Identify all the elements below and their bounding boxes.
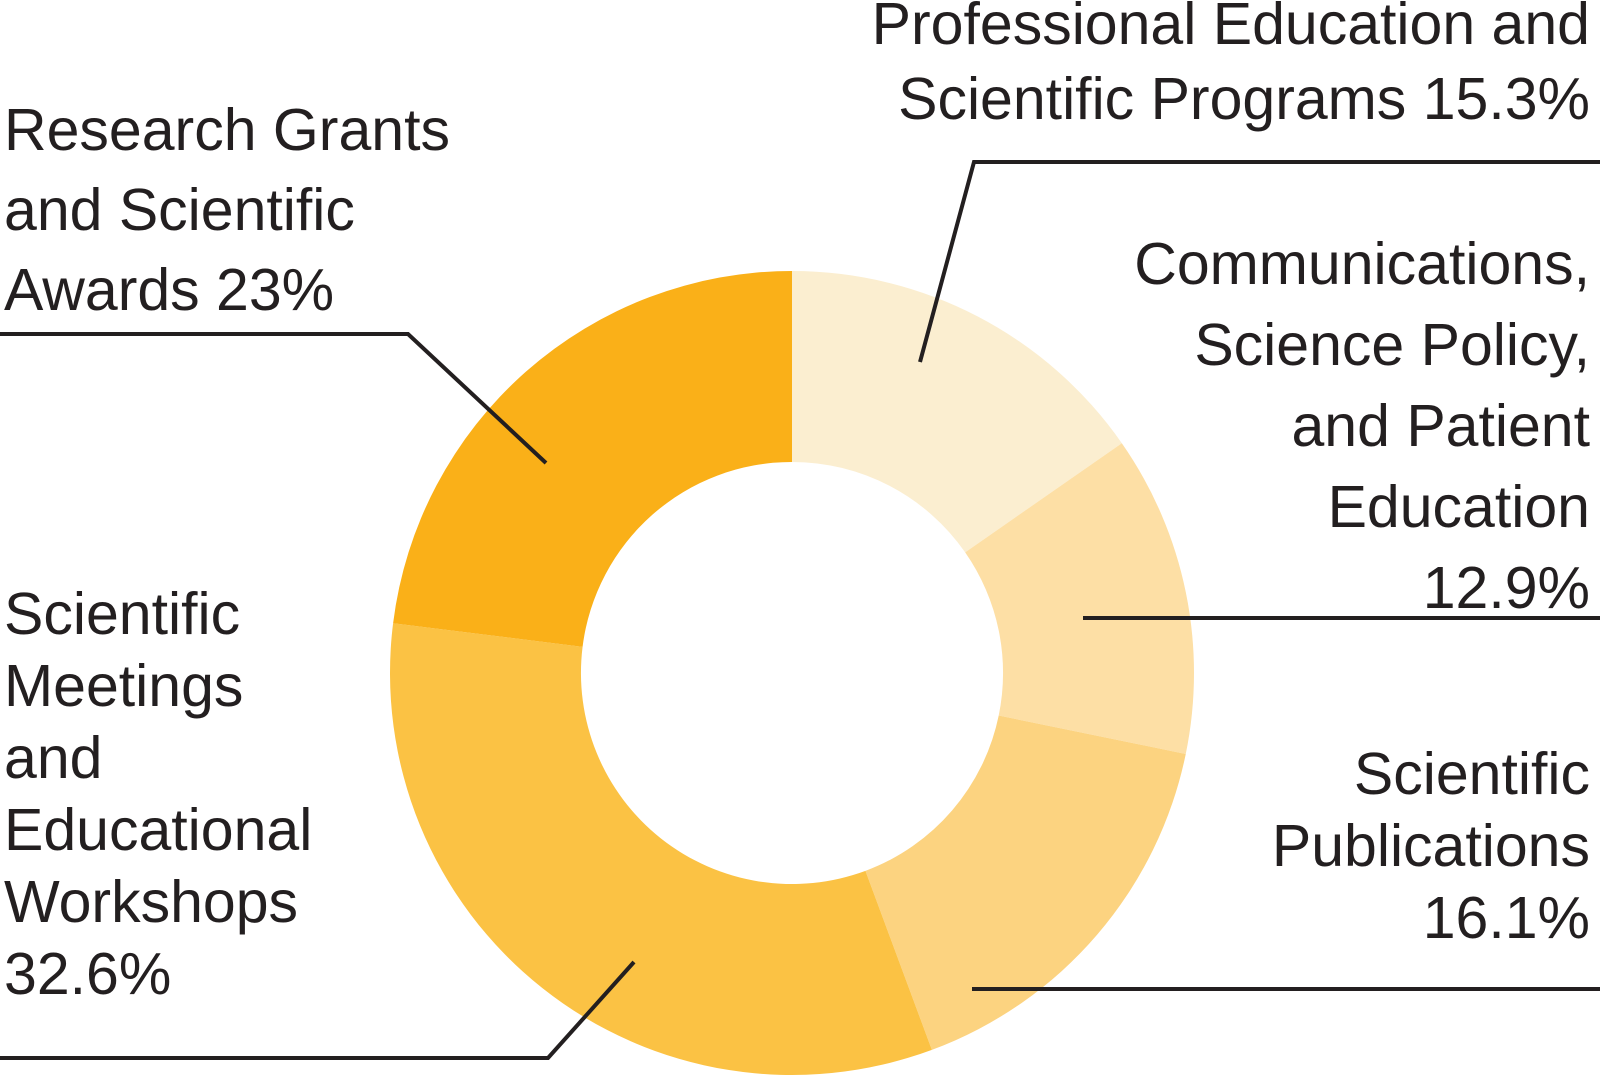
leader-line-professional-education	[918, 160, 1600, 363]
leader-lines	[0, 160, 1600, 1060]
segment-label-research-grants: Research Grants and Scientific Awards 23…	[4, 97, 450, 323]
segment-label-scientific-publications: Scientific Publications 16.1%	[1271, 741, 1590, 951]
donut-segment-research-grants-and-scientific-awards	[393, 271, 792, 647]
donut-segments	[390, 271, 1195, 1075]
segment-label-scientific-meetings: Scientific Meetings and Educational Work…	[4, 581, 313, 1007]
leader-line-research-grants	[0, 332, 548, 465]
donut-segment-professional-education-and-scientific-programs	[792, 271, 1122, 553]
leader-line-scientific-meetings	[0, 960, 636, 1060]
segment-label-professional-education: Professional Education and Scientific Pr…	[871, 0, 1590, 132]
donut-segment-communications-science-policy-and-patient-education	[965, 443, 1195, 754]
donut-segment-scientific-publications	[865, 715, 1186, 1050]
donut-segment-scientific-meetings-and-educational-workshops	[390, 623, 932, 1075]
segment-label-communications: Communications, Science Policy, and Pati…	[1134, 231, 1590, 621]
